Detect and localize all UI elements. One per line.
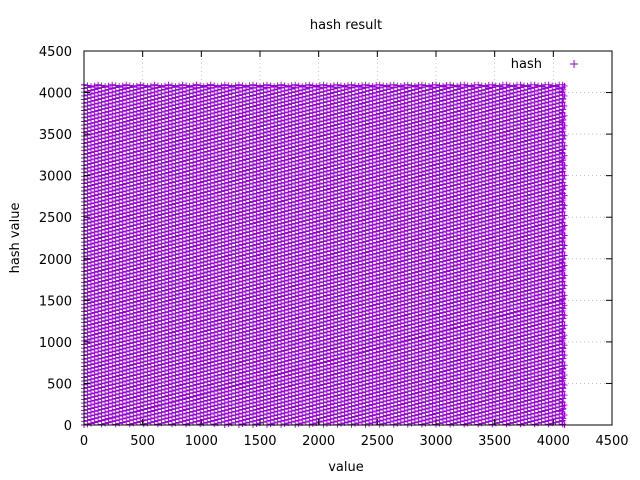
plot-frame xyxy=(83,50,613,426)
y-axis-label: hash value xyxy=(8,203,23,274)
legend-plus-icon xyxy=(570,60,578,68)
y-tick-label: 2000 xyxy=(39,253,72,268)
x-tick-label: 3000 xyxy=(419,434,452,449)
x-tick-label: 4500 xyxy=(595,434,628,449)
x-tick-label: 2500 xyxy=(361,434,394,449)
y-tick-label: 0 xyxy=(64,419,72,434)
legend-marker-plus-icon xyxy=(570,60,578,68)
x-tick-label: 1500 xyxy=(243,434,276,449)
y-tick-label: 500 xyxy=(47,377,72,392)
y-tick-label: 4500 xyxy=(39,45,72,60)
y-tick-label: 1500 xyxy=(39,294,72,309)
x-axis-label: value xyxy=(328,460,364,475)
chart-title: hash result xyxy=(310,18,382,33)
x-tick-label: 4000 xyxy=(537,434,570,449)
axis-ticks: 0 500 1000 1500 2000 2500 3000 3500 4000 4500 0 500… xyxy=(39,45,629,449)
y-tick-label: 1000 xyxy=(39,336,72,351)
x-tick-label: 3500 xyxy=(478,434,511,449)
y-tick-label: 3000 xyxy=(39,170,72,185)
x-tick-label: 0 xyxy=(80,434,88,449)
legend-entry-hash: hash xyxy=(511,57,542,72)
legend: hash xyxy=(511,57,578,72)
x-tick-label: 2000 xyxy=(302,434,335,449)
y-tick-label: 2500 xyxy=(39,211,72,226)
y-tick-label: 3500 xyxy=(39,128,72,143)
y-tick-label: 4000 xyxy=(39,87,72,102)
x-tick-label: 1000 xyxy=(185,434,218,449)
x-tick-label: 500 xyxy=(130,434,155,449)
